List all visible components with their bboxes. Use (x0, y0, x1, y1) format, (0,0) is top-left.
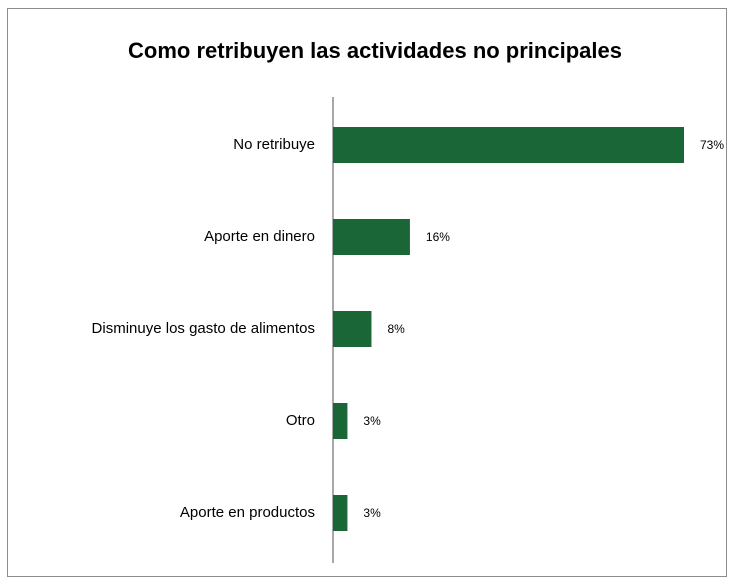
bar (333, 219, 410, 255)
y-tick-label: Aporte en dinero (204, 228, 315, 245)
data-label: 3% (363, 414, 381, 428)
chart-title: Como retribuyen las actividades no princ… (128, 38, 622, 63)
bar (333, 495, 348, 531)
chart-frame (7, 8, 727, 577)
data-label: 3% (363, 506, 381, 520)
data-label: 73% (700, 138, 724, 152)
bar (333, 311, 372, 347)
data-label: 16% (426, 230, 450, 244)
y-tick-label: Aporte en productos (180, 504, 315, 521)
bar (333, 403, 348, 439)
data-label: 8% (387, 322, 405, 336)
y-tick-label: No retribuye (233, 136, 315, 153)
bar (333, 127, 684, 163)
y-tick-label: Otro (286, 412, 315, 429)
y-tick-label: Disminuye los gasto de alimentos (92, 320, 315, 337)
